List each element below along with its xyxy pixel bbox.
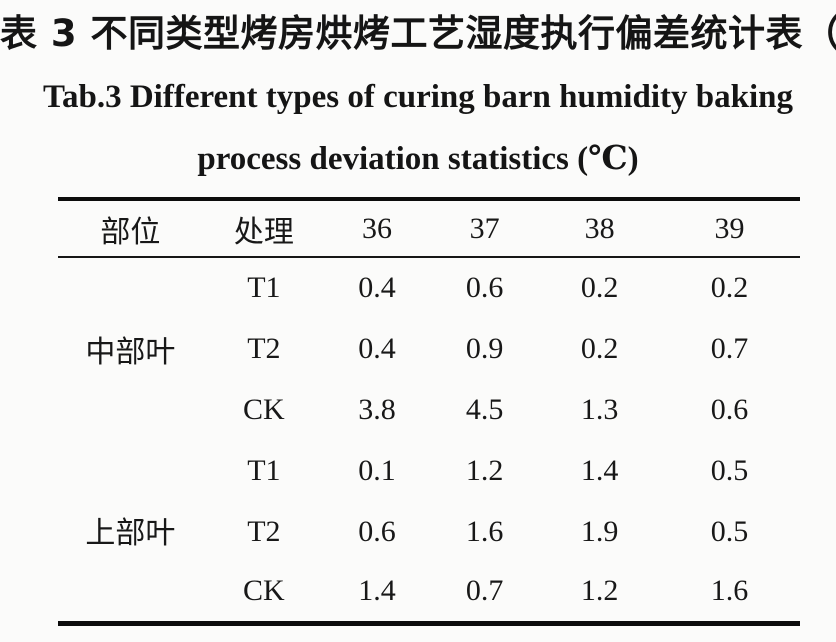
- row-group-label-upper-leaf: 上部叶: [85, 517, 176, 551]
- value-cell: 0.1: [358, 453, 396, 487]
- table-header-row: 部位 处理 36 37 38 39: [58, 199, 800, 257]
- value-cell: 0.2: [580, 271, 619, 304]
- table-row: CK 1.4 0.7 1.2 1.6: [58, 562, 800, 623]
- table-title-english-line1: Tab.3 Different types of curing barn hum…: [43, 79, 793, 115]
- treatment-cell: CK: [243, 392, 285, 426]
- column-header-temp-38: 38: [584, 211, 615, 245]
- value-cell: 1.4: [580, 453, 619, 487]
- treatment-cell: T1: [247, 271, 281, 304]
- value-cell: 0.7: [465, 574, 504, 608]
- table-title-english-line2: process deviation statistics (℃): [197, 141, 639, 177]
- value-cell: 4.5: [465, 392, 504, 426]
- value-cell: 0.4: [358, 331, 396, 365]
- treatment-cell: T2: [247, 331, 281, 365]
- value-cell: 1.9: [580, 514, 619, 548]
- table-row: T2 0.4 0.9 0.2 0.7: [58, 318, 800, 379]
- value-cell: 1.2: [465, 453, 504, 487]
- value-cell: 0.2: [580, 331, 619, 365]
- value-cell: 0.7: [710, 331, 749, 365]
- value-cell: 0.2: [710, 271, 749, 304]
- column-header-temp-39: 39: [714, 211, 745, 245]
- treatment-cell: T1: [247, 453, 281, 487]
- treatment-cell: CK: [243, 574, 285, 608]
- table-row: 上部叶 T1 0.1 1.2 1.4 0.5: [58, 440, 800, 551]
- value-cell: 1.6: [710, 574, 749, 608]
- value-cell: 1.6: [465, 514, 504, 548]
- value-cell: 3.8: [358, 392, 396, 426]
- value-cell: 0.9: [465, 331, 504, 365]
- table-title-chinese: 表 3 不同类型烤房烘烤工艺湿度执行偏差统计表（℃）: [0, 12, 836, 55]
- value-cell: 1.2: [580, 574, 619, 608]
- value-cell: 0.6: [465, 271, 504, 304]
- value-cell: 0.5: [710, 514, 749, 548]
- table-row: T2 0.6 1.6 1.9 0.5: [58, 501, 800, 562]
- column-header-temp-36: 36: [362, 211, 393, 245]
- table-row: CK 3.8 4.5 1.3 0.6: [58, 379, 800, 440]
- column-header-treatment: 处理: [233, 215, 294, 249]
- table-row: 中部叶 T1 0.4 0.6 0.2 0.2: [58, 257, 800, 369]
- value-cell: 1.3: [580, 392, 619, 426]
- value-cell: 0.6: [358, 514, 396, 548]
- column-header-temp-37: 37: [469, 211, 500, 245]
- table-title-english: Tab.3 Different types of curing barn hum…: [0, 66, 836, 190]
- value-cell: 0.5: [710, 453, 749, 487]
- value-cell: 1.4: [358, 574, 396, 608]
- value-cell: 0.6: [710, 392, 749, 426]
- column-header-part: 部位: [100, 215, 161, 249]
- treatment-cell: T2: [247, 514, 281, 548]
- value-cell: 0.4: [358, 271, 396, 304]
- row-group-label-middle-leaf: 中部叶: [85, 336, 176, 369]
- statistics-table: 部位 处理 36 37 38 39 中部叶 T1 0.4 0.6 0.2 0.2…: [58, 197, 800, 626]
